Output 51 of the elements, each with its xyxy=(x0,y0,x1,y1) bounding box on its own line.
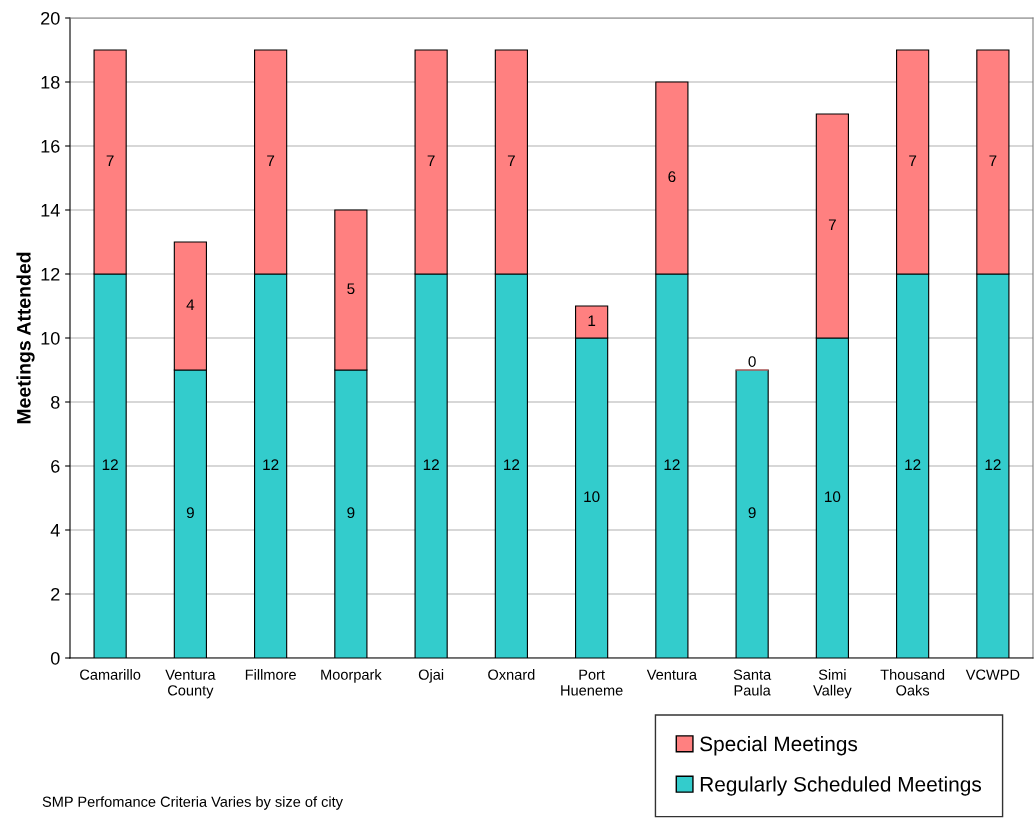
data-label: 12 xyxy=(423,459,439,470)
y-tick-label: 0 xyxy=(50,651,60,665)
data-label: 5 xyxy=(347,283,355,295)
x-tick-label: Ventura County xyxy=(165,669,216,699)
x-tick-label: Oxnard xyxy=(488,669,535,680)
data-label: 7 xyxy=(106,155,114,166)
data-label: 7 xyxy=(427,155,435,166)
y-tick-label: 12 xyxy=(41,267,60,281)
data-label: 12 xyxy=(985,459,1001,470)
y-axis-title: Meetings Attended xyxy=(16,252,35,424)
y-tick-label: 2 xyxy=(51,587,60,601)
y-tick-label: 16 xyxy=(41,139,60,153)
data-label: 4 xyxy=(186,299,195,310)
x-tick-label: Ojai xyxy=(418,669,444,683)
data-label: 6 xyxy=(668,171,676,183)
y-tick-label: 4 xyxy=(50,524,60,537)
data-label: 9 xyxy=(748,507,756,519)
data-label: 7 xyxy=(507,155,515,166)
legend-label: Special Meetings xyxy=(700,735,858,756)
data-label: 12 xyxy=(263,459,279,470)
data-label: 7 xyxy=(828,219,836,230)
x-tick-label: VCWPD xyxy=(965,669,1020,680)
data-label: 7 xyxy=(909,155,917,166)
data-label: 1 xyxy=(588,315,596,326)
x-tick-label: Fillmore xyxy=(245,669,296,680)
legend-label: Regularly Scheduled Meetings xyxy=(700,776,982,796)
data-label: 12 xyxy=(102,459,118,470)
x-tick-label: Moorpark xyxy=(321,669,382,683)
data-label: 9 xyxy=(347,507,355,519)
x-tick-label: Ventura xyxy=(646,669,698,680)
x-tick-label: Camarillo xyxy=(80,669,141,680)
data-label: 12 xyxy=(504,459,520,470)
x-tick-label: Port Hueneme xyxy=(561,669,623,696)
data-label: 9 xyxy=(186,507,194,519)
data-label: 12 xyxy=(664,459,680,470)
x-tick-label: Simi Valley xyxy=(813,669,852,699)
data-label: 7 xyxy=(267,155,275,166)
y-tick-label: 8 xyxy=(51,395,60,409)
text: SMP Perfomance Criteria Varies by size of city xyxy=(42,796,343,810)
y-tick-label: 6 xyxy=(51,459,60,473)
data-label: 7 xyxy=(989,155,997,166)
x-tick-label: Santa Paula xyxy=(733,669,772,696)
x-tick-label: Thousand Oaks xyxy=(880,669,945,696)
data-label: 10 xyxy=(825,491,841,503)
y-tick-label: 10 xyxy=(41,331,60,345)
data-label: 12 xyxy=(905,459,921,470)
y-tick-label: 14 xyxy=(41,204,60,217)
y-tick-label: 20 xyxy=(41,11,60,25)
data-label: 0 xyxy=(748,356,756,367)
y-tick-label: 18 xyxy=(41,75,60,89)
data-label: 10 xyxy=(584,491,600,503)
